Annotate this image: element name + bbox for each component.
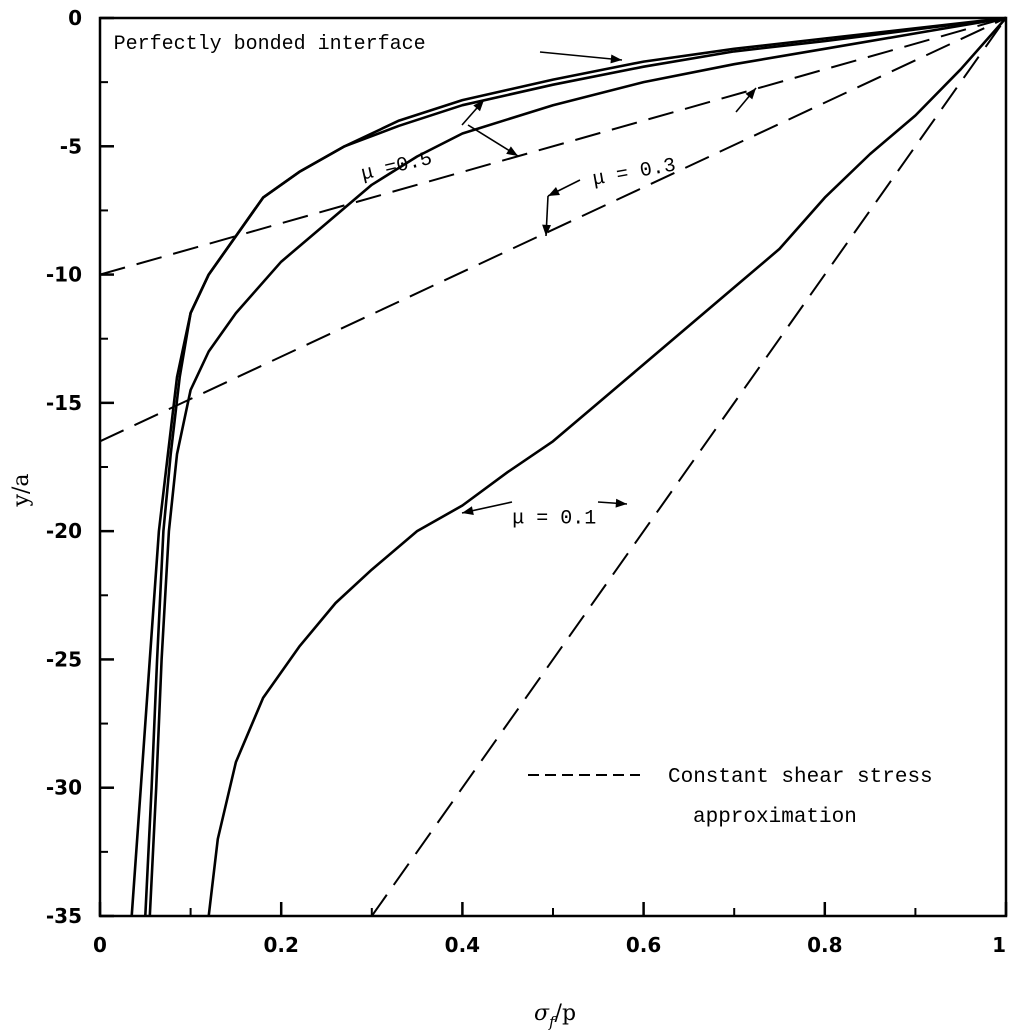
- series-line: [144, 16, 1007, 917]
- legend-text-line2: approximation: [693, 806, 857, 829]
- arrow-head: [462, 506, 474, 515]
- series-group: [99, 16, 1007, 917]
- arrow-head: [548, 187, 560, 196]
- y-tick-label: -15: [46, 391, 82, 415]
- legend: Constant shear stress approximation: [528, 766, 933, 829]
- y-tick-label: 0: [68, 6, 82, 30]
- axis-ticks: 0 0.2 0.4 0.6 0.8 1 0 -5 -10 -15 -20 -25 -30 -35: [46, 6, 1008, 957]
- x-axis-label-symbol: σ: [534, 1001, 550, 1026]
- x-tick-label: 0.4: [445, 933, 480, 957]
- y-tick-label: -5: [60, 134, 82, 158]
- arrow-shaft: [539, 51, 623, 61]
- annotation-labels: Perfectly bonded interface μ =0.5 μ = 0.3 μ…: [114, 33, 678, 531]
- arrow-head: [610, 54, 622, 64]
- arrow-head: [542, 224, 552, 236]
- legend-text-line1: Constant shear stress: [668, 766, 933, 789]
- series-line: [370, 17, 1007, 917]
- annotation-label: μ = 0.1: [512, 507, 596, 530]
- series-line: [99, 17, 1007, 276]
- y-tick-label: -25: [46, 647, 82, 671]
- x-tick-label: 0.2: [263, 933, 298, 957]
- annotation-arrows: [461, 51, 757, 515]
- annotation-label: μ =0.5: [359, 148, 434, 187]
- series-line: [99, 17, 1007, 443]
- series-line: [207, 17, 1007, 917]
- annotation-label: Perfectly bonded interface: [114, 33, 426, 56]
- arrow-head: [473, 100, 484, 112]
- x-tick-label: 1: [992, 933, 1006, 957]
- x-tick-label: 0.8: [807, 933, 842, 957]
- y-axis-label: y/a: [9, 474, 34, 508]
- y-tick-label: -35: [46, 904, 82, 928]
- arrow-head: [615, 498, 627, 508]
- x-axis-label: σf/p: [534, 1001, 576, 1031]
- x-tick-label: 0: [93, 933, 107, 957]
- x-tick-label: 0.6: [626, 933, 661, 957]
- annotation-label: μ = 0.3: [591, 154, 678, 191]
- arrow-head: [745, 88, 756, 100]
- y-tick-label: -10: [46, 263, 82, 287]
- series-line: [148, 16, 1007, 917]
- y-tick-label: -30: [46, 776, 82, 800]
- y-tick-label: -20: [46, 519, 82, 543]
- x-axis-label-subscript: f: [548, 1013, 557, 1031]
- arrow-head: [506, 146, 518, 156]
- x-axis-label-rest: /p: [555, 1001, 577, 1026]
